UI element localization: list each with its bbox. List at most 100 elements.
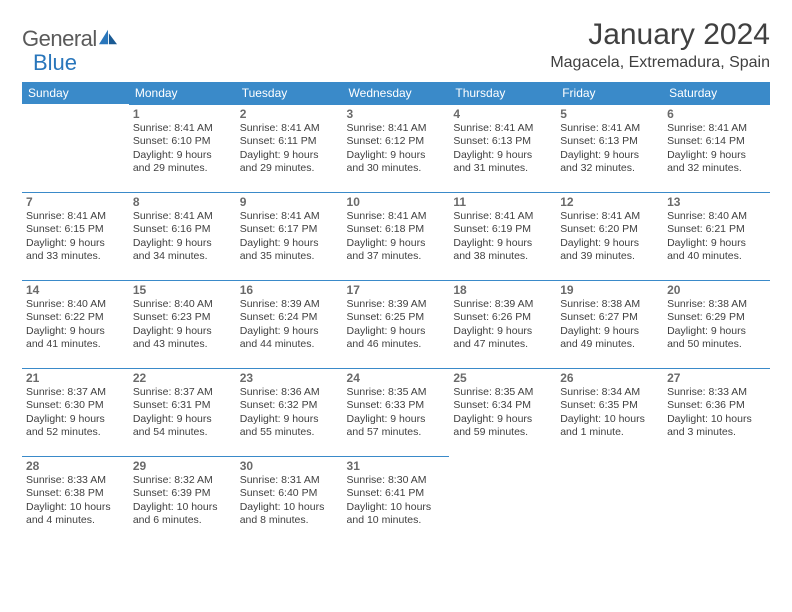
- day-number: 25: [453, 371, 552, 385]
- day-info: Sunrise: 8:41 AMSunset: 6:20 PMDaylight:…: [560, 210, 659, 264]
- calendar-cell: [22, 104, 129, 192]
- weekday-header: Wednesday: [343, 82, 450, 104]
- day-number: 16: [240, 283, 339, 297]
- calendar-cell: 29Sunrise: 8:32 AMSunset: 6:39 PMDayligh…: [129, 456, 236, 544]
- weekday-header: Tuesday: [236, 82, 343, 104]
- day-info: Sunrise: 8:30 AMSunset: 6:41 PMDaylight:…: [347, 474, 446, 528]
- day-number: 7: [26, 195, 125, 209]
- day-cell: 19Sunrise: 8:38 AMSunset: 6:27 PMDayligh…: [556, 280, 663, 368]
- day-number: 31: [347, 459, 446, 473]
- day-number: 21: [26, 371, 125, 385]
- day-cell: 20Sunrise: 8:38 AMSunset: 6:29 PMDayligh…: [663, 280, 770, 368]
- calendar-cell: 27Sunrise: 8:33 AMSunset: 6:36 PMDayligh…: [663, 368, 770, 456]
- weekday-header-row: SundayMondayTuesdayWednesdayThursdayFrid…: [22, 82, 770, 104]
- calendar-cell: 22Sunrise: 8:37 AMSunset: 6:31 PMDayligh…: [129, 368, 236, 456]
- day-info: Sunrise: 8:38 AMSunset: 6:27 PMDaylight:…: [560, 298, 659, 352]
- day-info: Sunrise: 8:36 AMSunset: 6:32 PMDaylight:…: [240, 386, 339, 440]
- day-info: Sunrise: 8:41 AMSunset: 6:11 PMDaylight:…: [240, 122, 339, 176]
- day-number: 4: [453, 107, 552, 121]
- day-number: 2: [240, 107, 339, 121]
- day-cell: 13Sunrise: 8:40 AMSunset: 6:21 PMDayligh…: [663, 192, 770, 280]
- day-cell: 17Sunrise: 8:39 AMSunset: 6:25 PMDayligh…: [343, 280, 450, 368]
- calendar-cell: 16Sunrise: 8:39 AMSunset: 6:24 PMDayligh…: [236, 280, 343, 368]
- calendar-row: 7Sunrise: 8:41 AMSunset: 6:15 PMDaylight…: [22, 192, 770, 280]
- calendar-table: SundayMondayTuesdayWednesdayThursdayFrid…: [22, 82, 770, 544]
- day-number: 19: [560, 283, 659, 297]
- calendar-cell: 13Sunrise: 8:40 AMSunset: 6:21 PMDayligh…: [663, 192, 770, 280]
- calendar-cell: 14Sunrise: 8:40 AMSunset: 6:22 PMDayligh…: [22, 280, 129, 368]
- day-info: Sunrise: 8:38 AMSunset: 6:29 PMDaylight:…: [667, 298, 766, 352]
- day-cell: 16Sunrise: 8:39 AMSunset: 6:24 PMDayligh…: [236, 280, 343, 368]
- day-info: Sunrise: 8:35 AMSunset: 6:33 PMDaylight:…: [347, 386, 446, 440]
- weekday-header: Sunday: [22, 82, 129, 104]
- day-info: Sunrise: 8:40 AMSunset: 6:22 PMDaylight:…: [26, 298, 125, 352]
- logo-text-general: General: [22, 26, 97, 52]
- day-cell: 25Sunrise: 8:35 AMSunset: 6:34 PMDayligh…: [449, 368, 556, 456]
- day-cell: 14Sunrise: 8:40 AMSunset: 6:22 PMDayligh…: [22, 280, 129, 368]
- calendar-cell: 10Sunrise: 8:41 AMSunset: 6:18 PMDayligh…: [343, 192, 450, 280]
- calendar-cell: 5Sunrise: 8:41 AMSunset: 6:13 PMDaylight…: [556, 104, 663, 192]
- day-cell: 29Sunrise: 8:32 AMSunset: 6:39 PMDayligh…: [129, 456, 236, 544]
- day-cell: 10Sunrise: 8:41 AMSunset: 6:18 PMDayligh…: [343, 192, 450, 280]
- day-cell: 12Sunrise: 8:41 AMSunset: 6:20 PMDayligh…: [556, 192, 663, 280]
- calendar-cell: 1Sunrise: 8:41 AMSunset: 6:10 PMDaylight…: [129, 104, 236, 192]
- day-cell: 3Sunrise: 8:41 AMSunset: 6:12 PMDaylight…: [343, 104, 450, 192]
- day-info: Sunrise: 8:40 AMSunset: 6:21 PMDaylight:…: [667, 210, 766, 264]
- day-info: Sunrise: 8:37 AMSunset: 6:30 PMDaylight:…: [26, 386, 125, 440]
- day-number: 18: [453, 283, 552, 297]
- calendar-row: 28Sunrise: 8:33 AMSunset: 6:38 PMDayligh…: [22, 456, 770, 544]
- weekday-header: Monday: [129, 82, 236, 104]
- day-info: Sunrise: 8:40 AMSunset: 6:23 PMDaylight:…: [133, 298, 232, 352]
- calendar-cell: 3Sunrise: 8:41 AMSunset: 6:12 PMDaylight…: [343, 104, 450, 192]
- day-info: Sunrise: 8:41 AMSunset: 6:16 PMDaylight:…: [133, 210, 232, 264]
- calendar-body: 1Sunrise: 8:41 AMSunset: 6:10 PMDaylight…: [22, 104, 770, 544]
- day-cell: 22Sunrise: 8:37 AMSunset: 6:31 PMDayligh…: [129, 368, 236, 456]
- calendar-cell: 15Sunrise: 8:40 AMSunset: 6:23 PMDayligh…: [129, 280, 236, 368]
- day-info: Sunrise: 8:37 AMSunset: 6:31 PMDaylight:…: [133, 386, 232, 440]
- day-number: 14: [26, 283, 125, 297]
- weekday-header: Friday: [556, 82, 663, 104]
- day-info: Sunrise: 8:41 AMSunset: 6:19 PMDaylight:…: [453, 210, 552, 264]
- day-cell: 28Sunrise: 8:33 AMSunset: 6:38 PMDayligh…: [22, 456, 129, 544]
- title-block: January 2024 Magacela, Extremadura, Spai…: [550, 18, 770, 72]
- day-info: Sunrise: 8:31 AMSunset: 6:40 PMDaylight:…: [240, 474, 339, 528]
- day-info: Sunrise: 8:41 AMSunset: 6:13 PMDaylight:…: [453, 122, 552, 176]
- day-number: 30: [240, 459, 339, 473]
- day-number: 3: [347, 107, 446, 121]
- day-number: 22: [133, 371, 232, 385]
- calendar-cell: 26Sunrise: 8:34 AMSunset: 6:35 PMDayligh…: [556, 368, 663, 456]
- calendar-cell: 9Sunrise: 8:41 AMSunset: 6:17 PMDaylight…: [236, 192, 343, 280]
- day-info: Sunrise: 8:41 AMSunset: 6:15 PMDaylight:…: [26, 210, 125, 264]
- day-number: 24: [347, 371, 446, 385]
- day-cell: 1Sunrise: 8:41 AMSunset: 6:10 PMDaylight…: [129, 104, 236, 192]
- day-info: Sunrise: 8:41 AMSunset: 6:18 PMDaylight:…: [347, 210, 446, 264]
- calendar-row: 14Sunrise: 8:40 AMSunset: 6:22 PMDayligh…: [22, 280, 770, 368]
- calendar-cell: 28Sunrise: 8:33 AMSunset: 6:38 PMDayligh…: [22, 456, 129, 544]
- day-number: 9: [240, 195, 339, 209]
- day-cell: 24Sunrise: 8:35 AMSunset: 6:33 PMDayligh…: [343, 368, 450, 456]
- day-number: 8: [133, 195, 232, 209]
- day-cell: 2Sunrise: 8:41 AMSunset: 6:11 PMDaylight…: [236, 104, 343, 192]
- day-info: Sunrise: 8:32 AMSunset: 6:39 PMDaylight:…: [133, 474, 232, 528]
- day-cell: 5Sunrise: 8:41 AMSunset: 6:13 PMDaylight…: [556, 104, 663, 192]
- calendar-cell: 20Sunrise: 8:38 AMSunset: 6:29 PMDayligh…: [663, 280, 770, 368]
- location: Magacela, Extremadura, Spain: [550, 54, 770, 72]
- calendar-cell: 24Sunrise: 8:35 AMSunset: 6:33 PMDayligh…: [343, 368, 450, 456]
- day-number: 27: [667, 371, 766, 385]
- day-cell: 21Sunrise: 8:37 AMSunset: 6:30 PMDayligh…: [22, 368, 129, 456]
- day-cell: 6Sunrise: 8:41 AMSunset: 6:14 PMDaylight…: [663, 104, 770, 192]
- month-title: January 2024: [550, 18, 770, 52]
- day-number: 17: [347, 283, 446, 297]
- day-cell: 23Sunrise: 8:36 AMSunset: 6:32 PMDayligh…: [236, 368, 343, 456]
- calendar-cell: 4Sunrise: 8:41 AMSunset: 6:13 PMDaylight…: [449, 104, 556, 192]
- day-info: Sunrise: 8:35 AMSunset: 6:34 PMDaylight:…: [453, 386, 552, 440]
- header: General January 2024 Magacela, Extremadu…: [22, 18, 770, 72]
- calendar-cell: 12Sunrise: 8:41 AMSunset: 6:20 PMDayligh…: [556, 192, 663, 280]
- day-number: 28: [26, 459, 125, 473]
- calendar-cell: [663, 456, 770, 544]
- calendar-cell: 7Sunrise: 8:41 AMSunset: 6:15 PMDaylight…: [22, 192, 129, 280]
- calendar-cell: [449, 456, 556, 544]
- day-cell: 18Sunrise: 8:39 AMSunset: 6:26 PMDayligh…: [449, 280, 556, 368]
- calendar-cell: 8Sunrise: 8:41 AMSunset: 6:16 PMDaylight…: [129, 192, 236, 280]
- calendar-cell: 6Sunrise: 8:41 AMSunset: 6:14 PMDaylight…: [663, 104, 770, 192]
